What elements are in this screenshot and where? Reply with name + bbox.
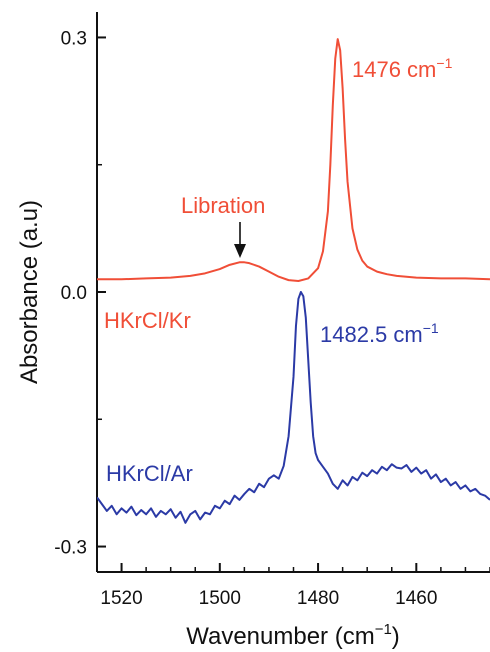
- x-axis-title: Wavenumber (cm−1): [186, 621, 400, 650]
- y-tick-label: -0.3: [54, 538, 87, 559]
- y-axis-ticks: 0.3 0.0 -0.3: [54, 28, 106, 559]
- x-tick-label: 1520: [100, 588, 142, 609]
- libration-label: Libration: [181, 193, 265, 218]
- libration-arrow-head: [234, 244, 246, 258]
- y-axis-title: Absorbance (a.u): [16, 200, 43, 384]
- kr-peak-label: 1476 cm−1: [352, 55, 453, 82]
- y-tick-label: 0.0: [61, 283, 87, 304]
- series-label-kr: HKrCl/Kr: [104, 308, 191, 333]
- x-axis-ticks: 1520 1500 1480 1460: [96, 563, 490, 609]
- series-line-hkrcl-kr: [97, 38, 490, 282]
- ar-peak-label: 1482.5 cm−1: [320, 320, 439, 347]
- y-tick-label: 0.3: [61, 28, 87, 49]
- series-label-ar: HKrCl/Ar: [106, 461, 193, 486]
- x-tick-label: 1480: [297, 588, 339, 609]
- series-layer: [97, 38, 490, 524]
- x-tick-label: 1500: [199, 588, 241, 609]
- x-tick-label: 1460: [395, 588, 437, 609]
- series-line-hkrcl-ar: [97, 291, 490, 524]
